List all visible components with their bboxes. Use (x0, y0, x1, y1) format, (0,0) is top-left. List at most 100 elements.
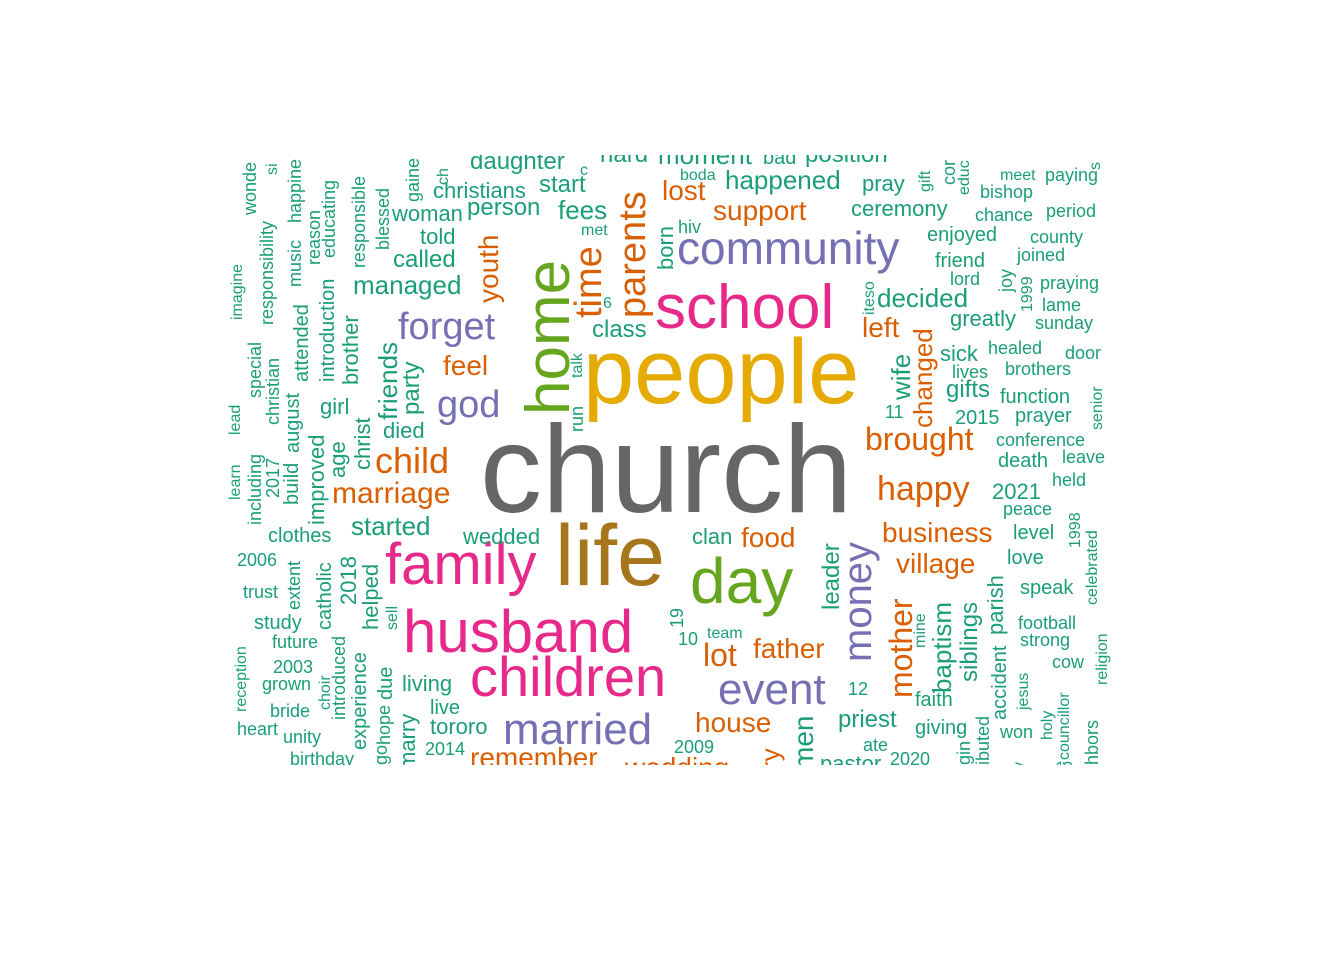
word-team: team (707, 625, 743, 643)
word-learn: learn (228, 464, 244, 500)
word-hard: hard (600, 155, 648, 167)
word-school: school (655, 272, 835, 342)
word-lead: lead (228, 404, 244, 435)
word-marry: marry (395, 713, 420, 765)
word-religion: religion (1094, 633, 1111, 685)
word-born: born (653, 225, 678, 270)
word-catholic: catholic (314, 562, 336, 630)
word-men: men (788, 715, 819, 765)
word-grown: grown (262, 674, 312, 695)
word-age: age (325, 441, 350, 478)
word-including: including (245, 453, 265, 525)
word-lot: lot (703, 636, 737, 673)
word-responsible: responsible (349, 175, 369, 268)
word-attended: attended (291, 304, 313, 382)
word-build: build (281, 462, 303, 505)
word-function: function (1000, 386, 1071, 408)
word-life: life (555, 508, 665, 605)
word-football: football (1018, 613, 1077, 634)
word-com: cor (939, 159, 959, 185)
word-girl: girl (320, 393, 350, 419)
word-music: music (285, 239, 305, 287)
word-n2003: 2003 (273, 657, 314, 678)
word-class: class (592, 315, 647, 343)
word-feel: feel (443, 350, 489, 382)
word-remember: remember (470, 742, 598, 765)
word-baptism: baptism (927, 601, 957, 693)
word-parents: parents (612, 191, 654, 318)
word-community: community (677, 222, 900, 275)
word-elected: elected (978, 155, 1030, 159)
word-go: go (371, 744, 391, 765)
word-n11: 11 (885, 402, 904, 423)
word-youth: youth (473, 234, 504, 304)
word-choir: choir (317, 675, 334, 710)
word-happy: happy (877, 469, 970, 508)
word-trust: trust (243, 582, 279, 603)
word-senior: senior (1089, 386, 1106, 430)
word-n10: 10 (678, 629, 699, 650)
word-people: people (583, 320, 860, 423)
word-left: left (862, 312, 900, 344)
word-started: started (351, 511, 431, 542)
word-n1998: 1998 (1067, 512, 1084, 548)
word-accident: accident (989, 645, 1011, 721)
word-mine: mine (912, 613, 929, 648)
word-ate: ate (863, 735, 889, 756)
word-sick: sick (940, 340, 978, 366)
word-marriage: marriage (332, 477, 451, 510)
word-managed: managed (353, 270, 462, 301)
word-children: children (470, 645, 667, 709)
word-special: special (245, 341, 265, 398)
word-won: won (1000, 722, 1034, 743)
word-e: e (1052, 761, 1069, 765)
word-happiness: happine (285, 158, 305, 223)
word-bad: bad (763, 155, 797, 169)
word-ceremony: ceremony (851, 195, 948, 221)
word-educ: educ (956, 160, 973, 195)
word-forget: forget (398, 306, 496, 349)
word-n2014: 2014 (425, 739, 466, 760)
word-joined: joined (1017, 245, 1066, 266)
word-father: father (753, 633, 825, 665)
word-clothes: clothes (268, 525, 332, 547)
word-iteso: iteso (861, 281, 878, 315)
word-live: live (430, 697, 461, 719)
word-run: run (567, 405, 587, 432)
word-priest: priest (838, 705, 897, 733)
word-n19: 19 (667, 607, 687, 628)
word-level: level (1013, 522, 1055, 544)
word-wedded: wedded (463, 523, 541, 549)
word-pastor: pastor (820, 750, 882, 765)
word-start: start (539, 170, 586, 198)
word-peace: peace (1003, 499, 1053, 520)
word-tororo: tororo (430, 713, 488, 739)
word-responsibility: responsibility (257, 220, 277, 325)
word-woman: woman (392, 200, 463, 226)
word-praying: praying (1040, 273, 1100, 294)
word-called: called (393, 245, 456, 273)
word-christians: christians (433, 177, 526, 203)
word-due: due (375, 666, 397, 700)
word-jesus: jesus (1015, 672, 1032, 710)
word-heart: heart (237, 719, 279, 740)
word-joy: joy (996, 268, 1016, 292)
word-imagine: imagine (229, 263, 246, 320)
word-birthday: birthday (290, 749, 355, 765)
word-hope: hope (374, 704, 394, 745)
word-conference: conference (996, 430, 1086, 451)
word-wonder: wonde (240, 161, 260, 215)
word-reception: reception (233, 646, 250, 712)
word-county: county (1030, 227, 1084, 248)
word-boda: boda (680, 167, 716, 185)
word-family: family (385, 532, 537, 598)
word-2018: 2018 (336, 556, 361, 605)
word-sell: sell (384, 605, 401, 630)
word-future: future (272, 632, 319, 653)
word-2017: 2017 (263, 457, 283, 498)
word-c: c (580, 162, 588, 180)
word-gin: gin (954, 740, 974, 765)
word-leader: leader (818, 543, 845, 610)
word-n2009: 2009 (674, 737, 715, 758)
word-married: married (503, 704, 653, 754)
